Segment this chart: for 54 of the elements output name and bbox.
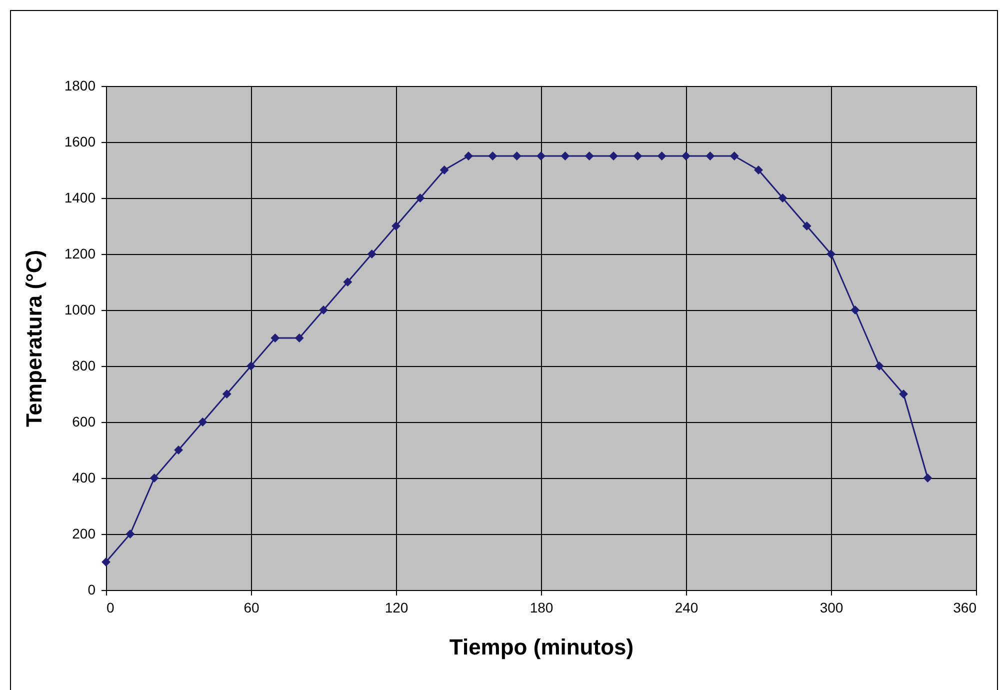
point — [560, 152, 570, 160]
point — [126, 530, 135, 538]
point — [319, 306, 328, 314]
point — [802, 222, 812, 230]
x-tick-label: 360 — [953, 600, 977, 616]
y-tick-label: 1400 — [64, 190, 96, 206]
point — [464, 152, 473, 160]
point — [657, 152, 666, 160]
y-tick-label: 400 — [72, 470, 96, 486]
point — [367, 250, 376, 258]
y-tick-label: 800 — [72, 358, 96, 374]
point — [270, 334, 280, 342]
point — [874, 362, 884, 370]
point — [778, 194, 788, 202]
point — [899, 390, 908, 398]
point — [633, 152, 642, 160]
y-tick-label: 200 — [72, 526, 96, 542]
y-tick-label: 1800 — [64, 78, 96, 94]
point — [512, 152, 522, 160]
point — [246, 362, 256, 370]
point — [174, 446, 183, 454]
point — [754, 166, 763, 174]
y-tick-label: 1000 — [64, 302, 96, 318]
point — [488, 152, 498, 160]
point — [392, 222, 400, 230]
point — [826, 250, 836, 258]
y-tick-label: 0 — [88, 582, 96, 598]
point — [294, 334, 304, 342]
y-axis-title: Temperatura (°C) — [21, 250, 46, 428]
point — [222, 390, 232, 398]
point — [440, 166, 449, 174]
point — [923, 474, 932, 482]
x-tick-label: 300 — [820, 600, 844, 616]
point — [682, 152, 690, 160]
point — [198, 418, 208, 426]
y-tick-label: 1200 — [64, 246, 96, 262]
x-tick-label: 60 — [244, 600, 260, 616]
point — [536, 152, 546, 160]
point — [102, 558, 110, 566]
y-tick-label: 600 — [72, 414, 96, 430]
point — [706, 152, 715, 160]
point — [609, 152, 618, 160]
x-tick-label: 0 — [106, 600, 114, 616]
point — [850, 306, 860, 314]
point — [343, 278, 352, 286]
x-axis-title: Tiempo (minutos) — [449, 634, 634, 660]
x-tick-label: 240 — [674, 600, 698, 616]
x-tick-label: 180 — [530, 600, 554, 616]
point — [584, 152, 594, 160]
x-tick-label: 120 — [384, 600, 408, 616]
point — [730, 152, 739, 160]
y-tick-label: 1600 — [64, 134, 96, 150]
point — [150, 474, 159, 482]
point — [416, 194, 425, 202]
